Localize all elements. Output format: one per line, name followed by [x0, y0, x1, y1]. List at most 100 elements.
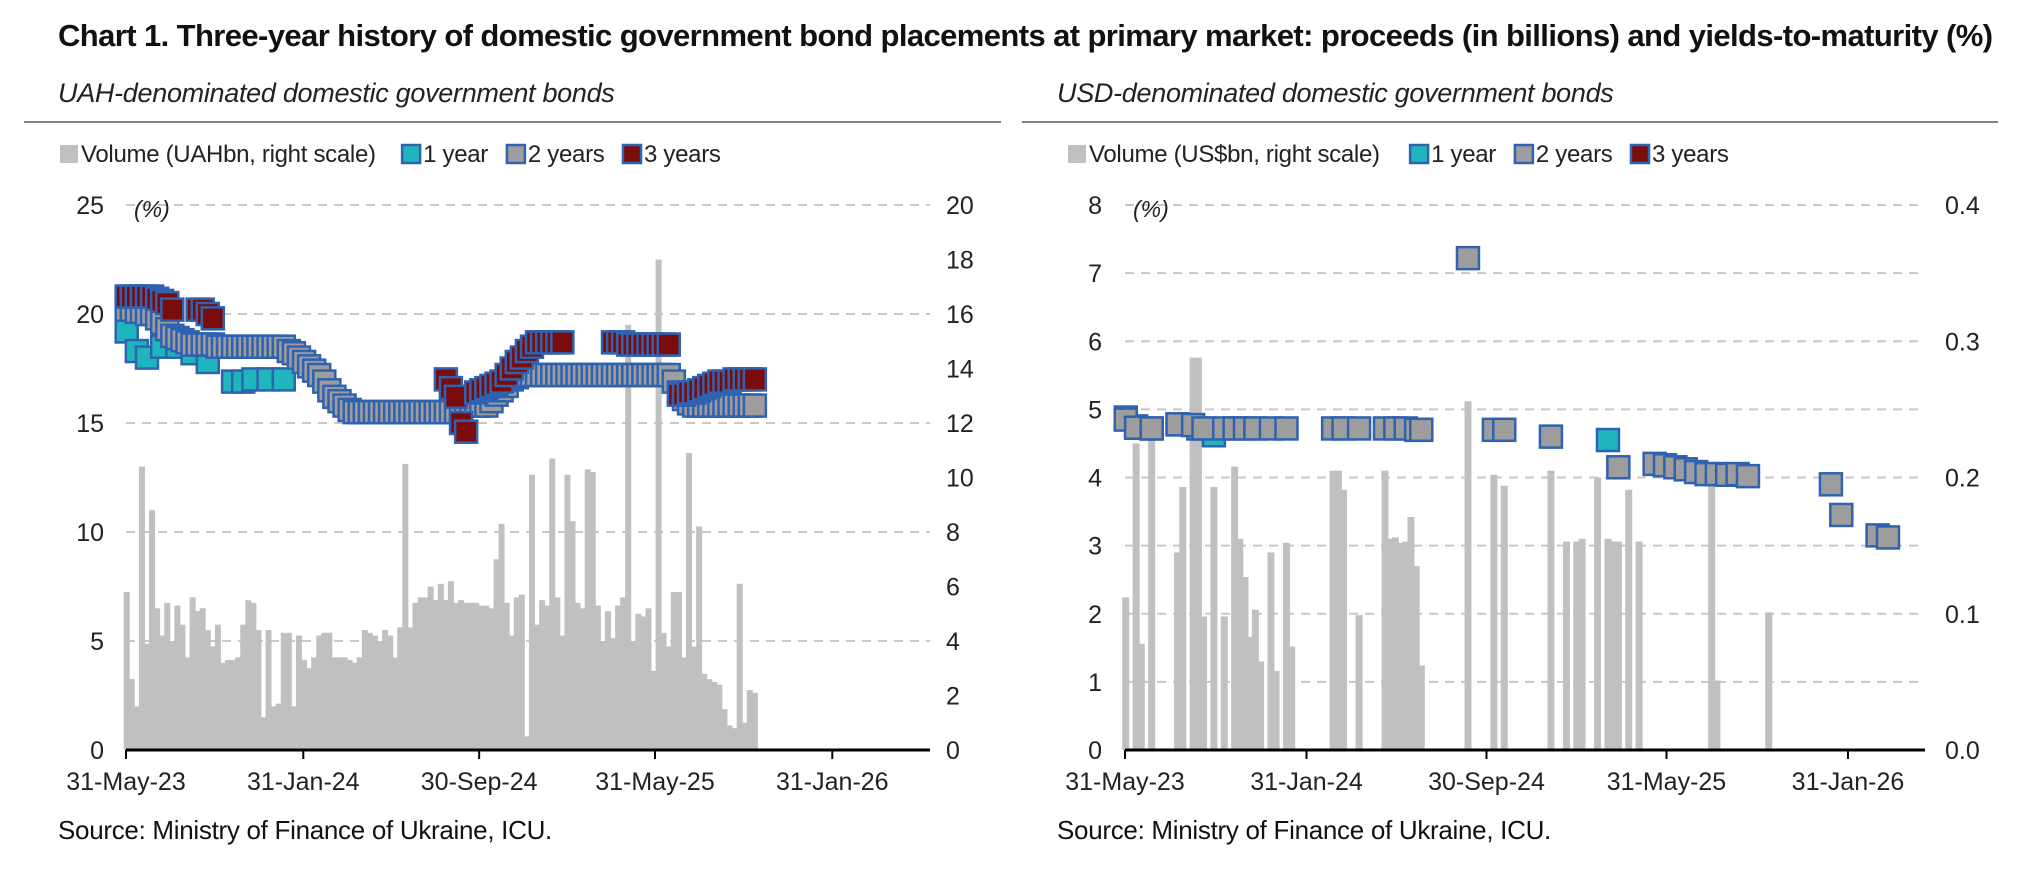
uah-volume-bar — [569, 521, 576, 750]
uah-volume-bar — [392, 657, 399, 750]
usd-volume-bar — [1267, 552, 1275, 750]
uah-volume-bar — [209, 646, 216, 750]
usd-volume-bar — [1573, 541, 1581, 750]
usd-volume-bar — [1241, 576, 1249, 750]
uah-y-right-tick: 6 — [946, 574, 960, 602]
uah-volume-bar — [731, 728, 738, 750]
uah-volume-bar — [245, 600, 252, 750]
chart-title: Chart 1. Three-year history of domestic … — [58, 18, 1993, 53]
usd-chart: Volume (US$bn, right scale) 1 year 2 years… — [1065, 141, 1980, 796]
uah-volume-bar — [604, 611, 611, 750]
usd-y-left-tick: 8 — [1088, 192, 1102, 220]
uah-volume-bar — [508, 635, 515, 750]
usd-volume-bar — [1132, 443, 1140, 750]
uah-yield-marker-3-years — [200, 306, 226, 331]
uah-volume-bar — [397, 627, 404, 750]
uah-volume-bar — [366, 632, 373, 750]
uah-y-right-tick: 16 — [946, 301, 974, 329]
uah-y-left-tick: 20 — [76, 301, 104, 329]
uah-volume-bar — [544, 605, 551, 750]
uah-volume-bar — [640, 616, 647, 750]
uah-y-right-tick: 14 — [946, 356, 974, 384]
uah-volume-bar — [574, 602, 581, 750]
usd-volume-bar — [1340, 489, 1348, 750]
uah-volume-bar — [143, 643, 150, 750]
uah-volume-bar — [554, 597, 561, 750]
uah-volume-bar — [290, 706, 297, 750]
uah-volume-bar — [675, 591, 682, 750]
usd-volume-bar — [1594, 477, 1602, 750]
uah-y-right-tick: 18 — [946, 247, 974, 275]
usd-volume-bar — [1355, 615, 1363, 750]
usd-x-tick-label: 31-May-23 — [1065, 768, 1185, 796]
usd-volume-bar — [1490, 474, 1498, 750]
uah-volume-bar — [599, 641, 606, 750]
uah-volume-bar — [422, 597, 429, 750]
usd-volume-bar — [1334, 470, 1342, 750]
uah-y-right-tick: 2 — [946, 683, 960, 711]
uah-volume-bar — [686, 452, 693, 750]
usd-legend-swatch-0 — [1068, 145, 1086, 163]
uah-volume-bar — [316, 635, 323, 750]
uah-legend-swatch-2 — [505, 143, 527, 165]
usd-volume-bar — [1381, 470, 1389, 750]
usd-volume-bar — [1397, 542, 1405, 750]
usd-yield-marker-2-years — [1492, 417, 1517, 443]
uah-volume-bar — [696, 526, 703, 750]
uah-volume-bar — [468, 602, 475, 750]
usd-yield-marker-2-years — [1274, 416, 1299, 441]
usd-legend-item-1: 1 year — [1408, 141, 1497, 168]
uah-volume-bar — [306, 668, 313, 750]
uah-legend-swatch-0 — [60, 145, 78, 163]
uah-unit-label: (%) — [134, 196, 170, 222]
usd-volume-bar — [1417, 665, 1425, 750]
usd-volume-bar — [1464, 401, 1472, 750]
uah-volume-bar — [123, 591, 130, 750]
uah-volume-bar — [432, 600, 439, 750]
usd-y-right-tick: 0.2 — [1945, 465, 1980, 493]
usd-legend-item-3: 3 years — [1629, 141, 1729, 168]
uah-volume-bar — [194, 611, 201, 750]
right-source-note: Source: Ministry of Finance of Ukraine, … — [1057, 815, 1551, 845]
uah-volume-bar — [716, 684, 723, 750]
uah-volume-bar — [154, 608, 161, 750]
usd-yield-marker-2-years — [1346, 416, 1372, 441]
usd-y-right-tick: 0.1 — [1945, 601, 1980, 629]
uah-volume-bar — [341, 657, 348, 750]
uah-x-tick-label: 31-May-25 — [595, 768, 715, 796]
usd-yield-marker-2-years — [1139, 416, 1164, 441]
usd-volume-bar — [1257, 661, 1265, 750]
usd-x-tick-label: 31-May-25 — [1607, 768, 1727, 796]
uah-volume-bar — [214, 624, 221, 750]
uah-volume-bar — [660, 632, 667, 750]
usd-yield-marker-2-years — [1538, 424, 1564, 449]
uah-volume-bar — [356, 657, 363, 750]
uah-volume-bar — [458, 600, 465, 750]
usd-volume-bar — [1625, 489, 1633, 750]
uah-volume-bar — [594, 605, 601, 750]
uah-volume-bar — [260, 717, 267, 750]
uah-legend-label-1: 1 year — [423, 141, 488, 168]
uah-volume-bar — [539, 600, 546, 750]
uah-x-tick-label: 31-Jan-26 — [776, 768, 889, 796]
usd-yield-marker-2-years — [1818, 472, 1844, 497]
uah-chart: Volume (UAHbn, right scale) 1 year 2 years… — [60, 141, 974, 796]
uah-legend-label-3: 3 years — [644, 141, 721, 168]
uah-volume-bar — [437, 583, 444, 750]
uah-volume-bar — [149, 510, 156, 750]
uah-volume-bar — [746, 690, 753, 750]
usd-x-tick-label: 31-Jan-26 — [1792, 768, 1905, 796]
uah-volume-bar — [250, 602, 257, 750]
usd-yield-marker-2-years — [1875, 525, 1901, 550]
uah-volume-bar — [412, 602, 419, 750]
uah-volume-bar — [301, 660, 308, 750]
usd-y-left-tick: 7 — [1088, 260, 1102, 288]
uah-volume-bar — [726, 725, 733, 750]
uah-volume-bar — [280, 632, 287, 750]
uah-volume-bar — [240, 624, 247, 750]
usd-volume-bar — [1246, 636, 1254, 750]
usd-legend-item-2: 2 years — [1513, 141, 1613, 168]
uah-volume-bar — [503, 602, 510, 750]
usd-yield-marker-2-years — [1455, 245, 1481, 271]
usd-y-right-tick: 0.3 — [1945, 328, 1980, 356]
